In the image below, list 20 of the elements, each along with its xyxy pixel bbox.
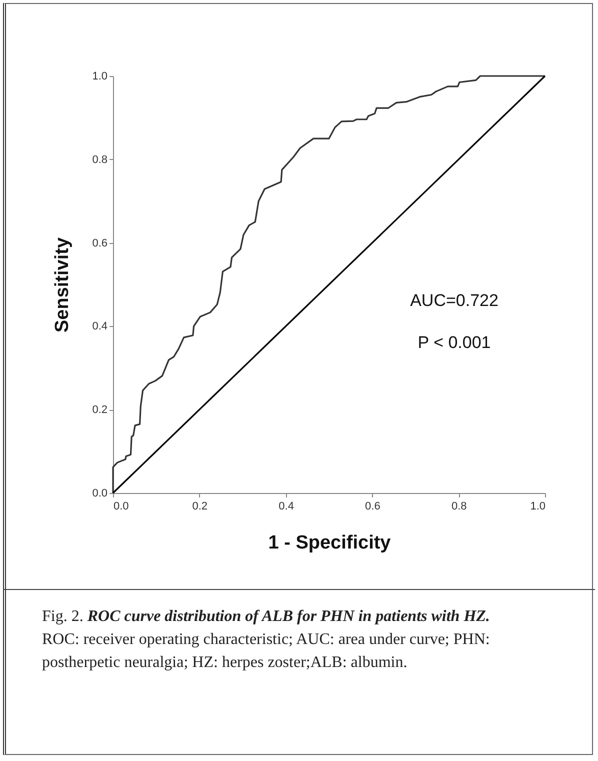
text: ROC curve distribution of ALB for PHN in patients with HZ. xyxy=(87,608,490,625)
x-tick-label: 0.8 xyxy=(451,500,467,512)
y-tick-label: 0.8 xyxy=(92,154,108,166)
x-tick-label: 0.6 xyxy=(365,500,380,512)
y-tick-label: 0.2 xyxy=(92,404,108,416)
annotation: AUC=0.722 xyxy=(410,291,498,310)
y-axis-title: Sensitivity xyxy=(52,237,74,333)
annotation: P < 0.001 xyxy=(418,332,491,352)
x-tick-label: 1.0 xyxy=(530,500,546,512)
x-tick-label: 0.0 xyxy=(114,500,129,512)
text: ROC: receiver operating characteristic; AUC: area under curve; PHN: postherpetic neuralgia; HZ: herpes zoster;ALB: albumin. xyxy=(42,630,491,673)
x-tick-label: 0.2 xyxy=(192,500,208,512)
y-tick-label: 0.4 xyxy=(92,320,108,333)
x-tick-label: 0.4 xyxy=(278,500,294,512)
y-tick-label: 0.0 xyxy=(92,488,108,500)
y-tick-label: 1.0 xyxy=(92,70,108,82)
line-series xyxy=(112,75,546,494)
caption: Fig. 2. xyxy=(42,608,84,625)
y-tick-label: 0.6 xyxy=(92,237,108,250)
x-axis-title: 1 - Specificity xyxy=(268,532,392,554)
